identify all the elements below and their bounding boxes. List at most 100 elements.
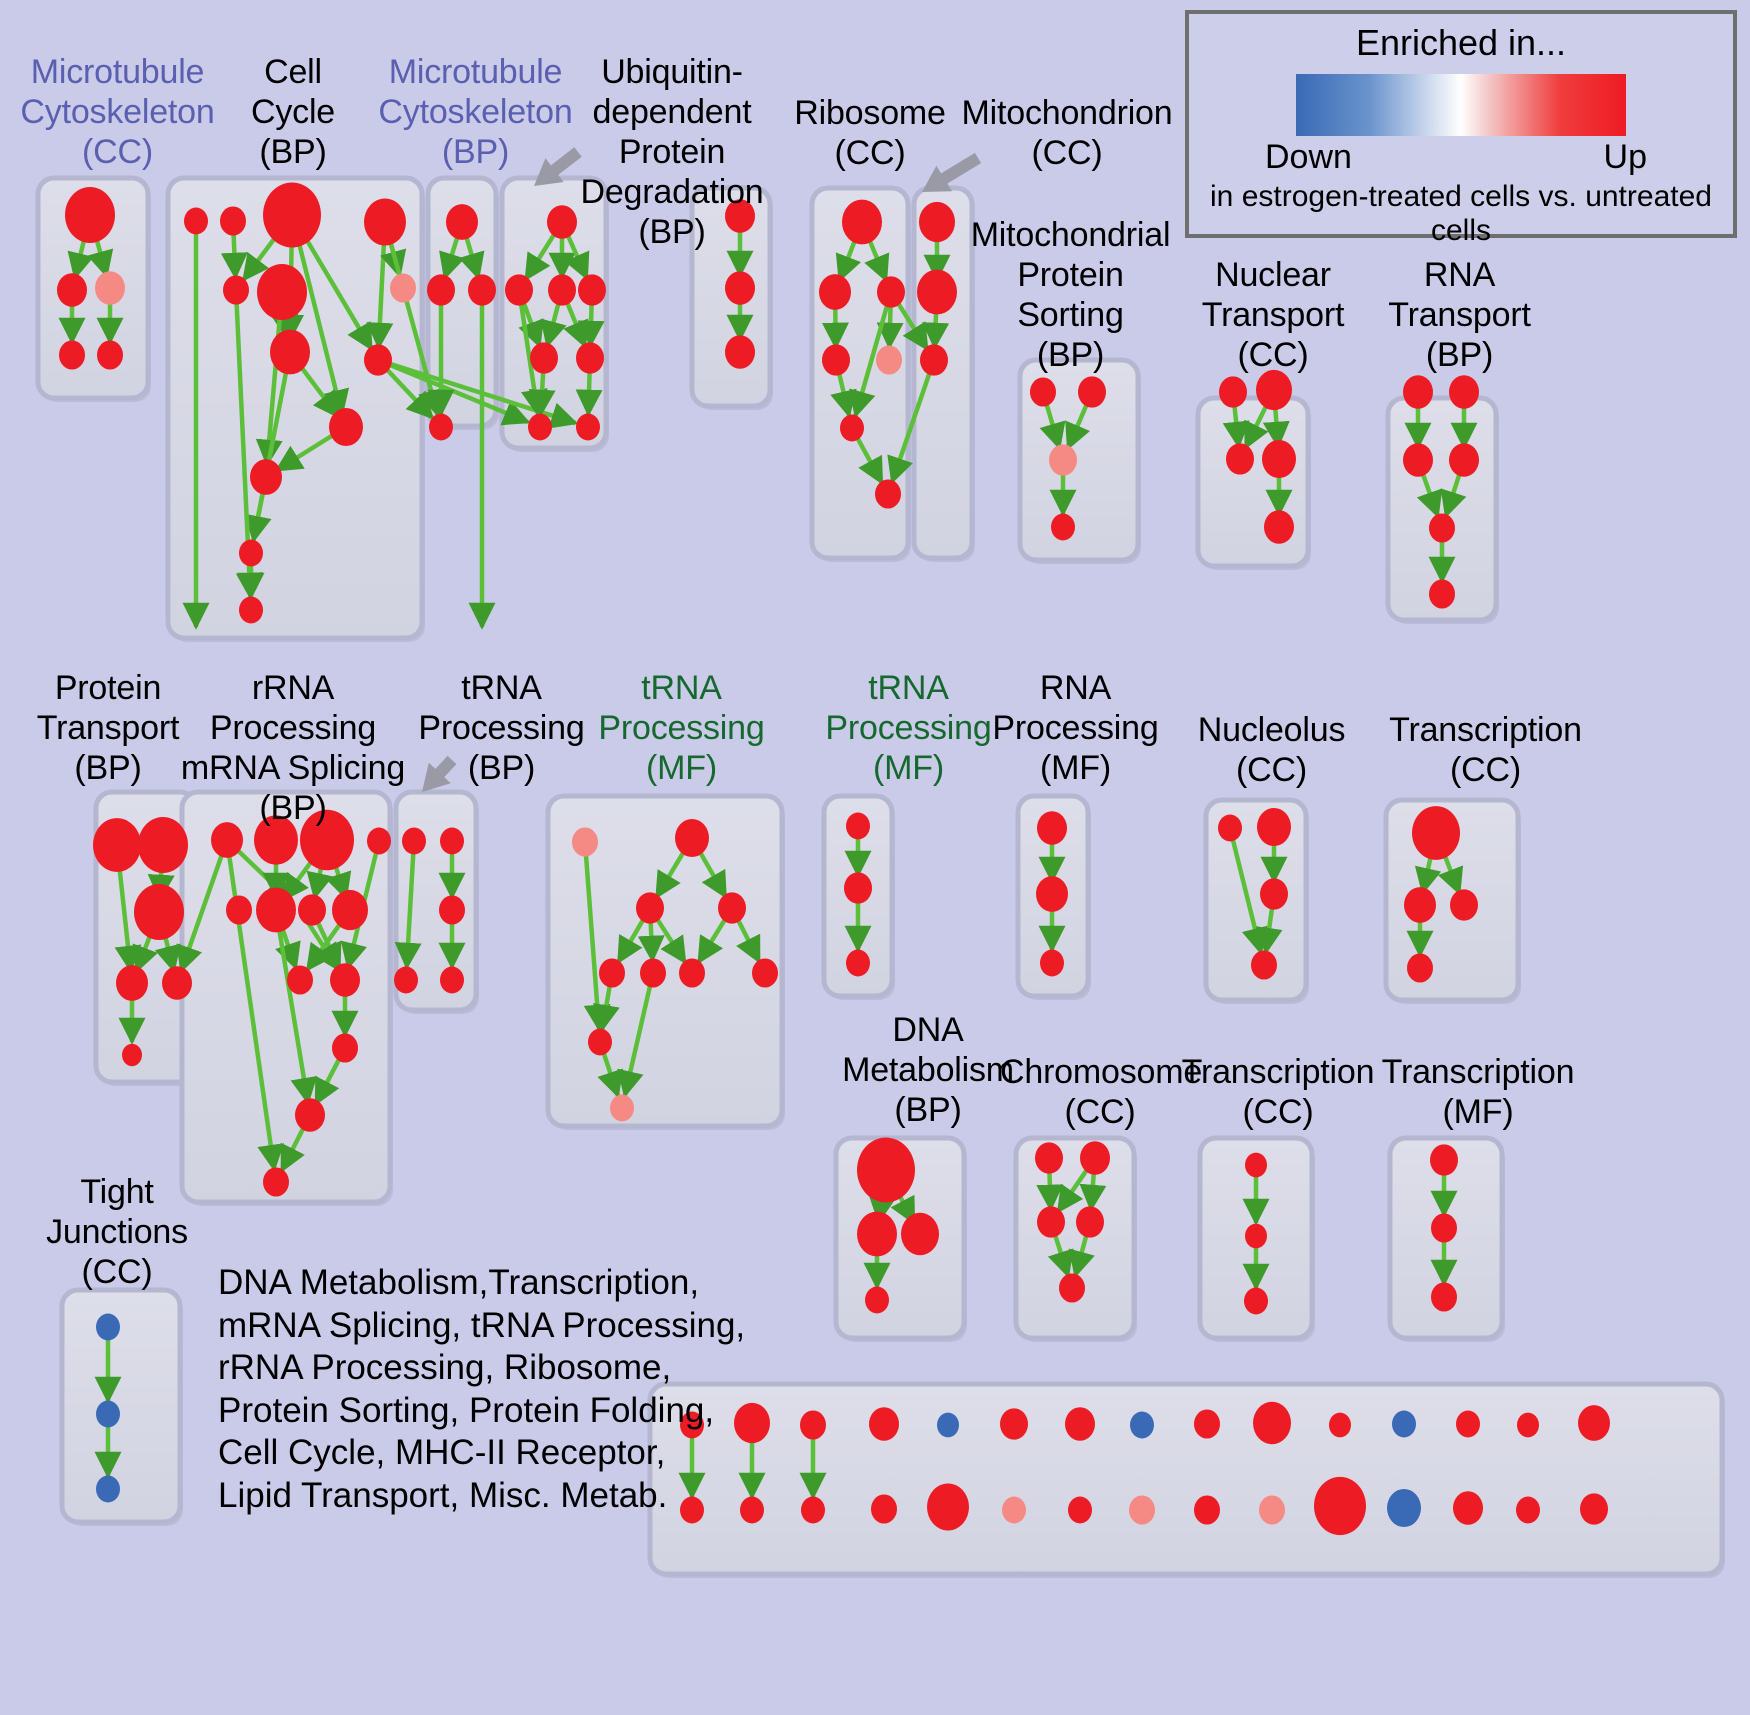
gene-node[interactable]	[505, 274, 533, 306]
gene-node[interactable]	[857, 1137, 915, 1203]
gene-node[interactable]	[718, 892, 746, 924]
gene-node[interactable]	[871, 1494, 897, 1524]
gene-node[interactable]	[1430, 1144, 1458, 1176]
gene-node[interactable]	[1450, 889, 1478, 921]
gene-node[interactable]	[599, 958, 625, 988]
gene-node[interactable]	[840, 414, 864, 442]
gene-node[interactable]	[439, 895, 465, 925]
gene-node[interactable]	[1392, 1410, 1416, 1438]
gene-node[interactable]	[1387, 1488, 1421, 1528]
gene-node[interactable]	[920, 344, 948, 376]
gene-node[interactable]	[725, 335, 755, 369]
gene-node[interactable]	[300, 809, 354, 871]
gene-node[interactable]	[578, 274, 606, 306]
gene-node[interactable]	[330, 963, 360, 997]
go-category-panel[interactable]	[647, 1381, 1725, 1577]
gene-node[interactable]	[1429, 513, 1455, 543]
gene-node[interactable]	[1194, 1409, 1220, 1439]
gene-node[interactable]	[96, 1475, 120, 1503]
gene-node[interactable]	[572, 827, 598, 857]
gene-node[interactable]	[239, 539, 263, 567]
gene-node[interactable]	[640, 958, 666, 988]
gene-node[interactable]	[1035, 1142, 1063, 1174]
gene-node[interactable]	[680, 1496, 704, 1524]
gene-node[interactable]	[1245, 1152, 1267, 1178]
go-category-panel[interactable]	[59, 1287, 183, 1525]
gene-node[interactable]	[394, 966, 418, 994]
gene-node[interactable]	[937, 1412, 959, 1438]
gene-node[interactable]	[725, 271, 755, 305]
gene-node[interactable]	[1412, 806, 1460, 860]
gene-node[interactable]	[446, 204, 478, 240]
gene-node[interactable]	[1314, 1476, 1366, 1536]
gene-node[interactable]	[1129, 1495, 1155, 1525]
gene-node[interactable]	[1219, 376, 1247, 408]
gene-node[interactable]	[96, 1313, 120, 1341]
gene-node[interactable]	[138, 817, 188, 873]
gene-node[interactable]	[740, 1496, 764, 1524]
gene-node[interactable]	[876, 345, 902, 375]
gene-node[interactable]	[65, 187, 115, 243]
gene-node[interactable]	[1030, 377, 1056, 407]
gene-node[interactable]	[254, 815, 298, 865]
gene-node[interactable]	[1403, 375, 1433, 409]
gene-node[interactable]	[1449, 375, 1479, 409]
gene-node[interactable]	[1260, 878, 1288, 910]
gene-node[interactable]	[675, 818, 709, 858]
gene-node[interactable]	[610, 1094, 634, 1122]
gene-node[interactable]	[1453, 1491, 1483, 1525]
gene-node[interactable]	[1259, 1495, 1285, 1525]
gene-node[interactable]	[429, 413, 453, 441]
gene-node[interactable]	[332, 1033, 358, 1063]
gene-node[interactable]	[819, 274, 851, 310]
gene-node[interactable]	[263, 1167, 289, 1197]
gene-node[interactable]	[223, 275, 249, 305]
gene-node[interactable]	[1449, 443, 1479, 477]
gene-node[interactable]	[184, 207, 208, 235]
gene-node[interactable]	[1065, 1407, 1095, 1441]
gene-node[interactable]	[1130, 1411, 1154, 1439]
gene-node[interactable]	[250, 459, 282, 495]
gene-node[interactable]	[576, 413, 600, 441]
gene-node[interactable]	[1037, 811, 1067, 845]
gene-node[interactable]	[270, 329, 310, 375]
gene-node[interactable]	[287, 965, 313, 995]
gene-node[interactable]	[1578, 1405, 1610, 1441]
go-category-panel[interactable]	[1195, 395, 1311, 569]
gene-node[interactable]	[1080, 1141, 1110, 1175]
gene-node[interactable]	[93, 818, 141, 872]
gene-node[interactable]	[725, 199, 755, 233]
gene-node[interactable]	[1253, 1401, 1291, 1445]
gene-node[interactable]	[1431, 1213, 1457, 1243]
gene-node[interactable]	[97, 340, 123, 370]
gene-node[interactable]	[1036, 876, 1068, 912]
gene-node[interactable]	[801, 1496, 825, 1524]
gene-node[interactable]	[1251, 950, 1277, 980]
gene-node[interactable]	[427, 274, 455, 306]
gene-node[interactable]	[122, 1043, 142, 1067]
gene-node[interactable]	[1429, 579, 1455, 609]
gene-node[interactable]	[869, 1407, 899, 1441]
gene-node[interactable]	[875, 479, 901, 509]
gene-node[interactable]	[134, 884, 184, 940]
gene-node[interactable]	[1517, 1412, 1539, 1438]
gene-node[interactable]	[1407, 953, 1433, 983]
gene-node[interactable]	[1194, 1495, 1220, 1525]
gene-node[interactable]	[1037, 1206, 1065, 1238]
gene-node[interactable]	[822, 344, 850, 376]
gene-node[interactable]	[1000, 1408, 1028, 1440]
gene-node[interactable]	[927, 1483, 969, 1531]
gene-node[interactable]	[1244, 1287, 1268, 1315]
go-category-panel[interactable]	[425, 175, 499, 429]
gene-node[interactable]	[1580, 1493, 1608, 1525]
gene-node[interactable]	[364, 198, 406, 246]
gene-node[interactable]	[1403, 443, 1433, 477]
gene-node[interactable]	[548, 274, 576, 306]
gene-node[interactable]	[162, 966, 192, 1000]
gene-node[interactable]	[1002, 1496, 1026, 1524]
gene-node[interactable]	[95, 271, 125, 305]
gene-node[interactable]	[226, 895, 252, 925]
gene-node[interactable]	[59, 340, 85, 370]
gene-node[interactable]	[1329, 1412, 1351, 1438]
gene-node[interactable]	[857, 1211, 897, 1257]
